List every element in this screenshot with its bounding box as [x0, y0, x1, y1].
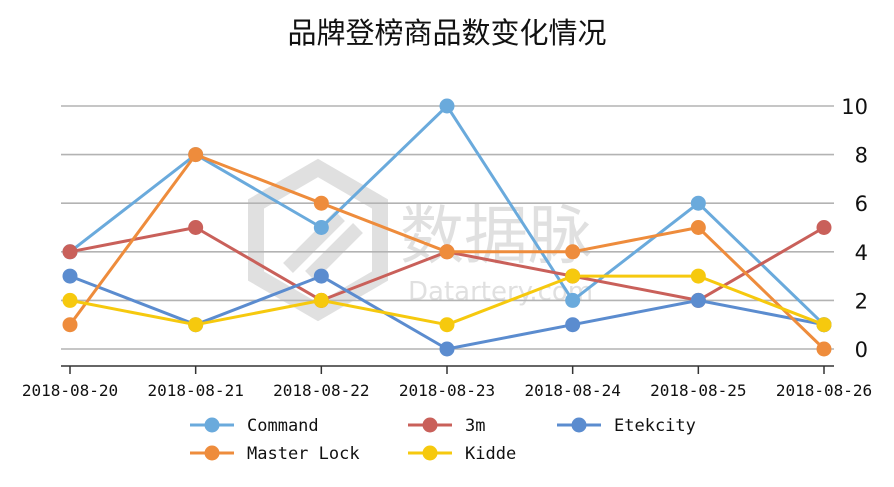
data-point[interactable]	[690, 220, 706, 235]
data-point[interactable]	[690, 268, 706, 284]
data-point[interactable]	[816, 317, 832, 333]
legend-swatch-marker	[571, 417, 587, 433]
data-point[interactable]	[690, 292, 706, 308]
legend-item[interactable]: Master Lock	[190, 444, 360, 464]
y-tick-label: 2	[855, 289, 868, 313]
legend-label: Kidde	[465, 444, 516, 464]
legend-label: Command	[247, 416, 319, 436]
data-point[interactable]	[565, 268, 581, 284]
x-tick-label: 2018-08-24	[525, 381, 621, 400]
x-tick-label: 2018-08-26	[776, 381, 872, 400]
y-axis: 0 2 4 6 8 10	[841, 95, 868, 362]
data-point[interactable]	[313, 268, 329, 284]
x-tick-label: 2018-08-20	[22, 381, 118, 400]
legend: Command 3m Etekcity Master Lock Kidde	[190, 416, 696, 464]
data-point[interactable]	[439, 341, 455, 357]
series-layer	[62, 98, 832, 357]
y-tick-label: 4	[855, 241, 868, 265]
data-point[interactable]	[816, 220, 832, 235]
data-point[interactable]	[62, 317, 78, 333]
legend-label: Etekcity	[614, 416, 696, 436]
data-point[interactable]	[188, 220, 204, 235]
data-point[interactable]	[313, 195, 329, 211]
legend-swatch-marker	[422, 445, 438, 461]
data-point[interactable]	[439, 317, 455, 333]
legend-item[interactable]: Command	[190, 416, 319, 436]
data-point[interactable]	[816, 341, 832, 357]
watermark-cn: 数据脉	[400, 200, 592, 274]
y-tick-label: 10	[841, 95, 868, 119]
legend-item[interactable]: 3m	[408, 416, 485, 436]
series-master-lock	[62, 147, 832, 357]
data-point[interactable]	[188, 147, 204, 163]
data-point[interactable]	[62, 292, 78, 308]
legend-swatch-marker	[204, 445, 220, 461]
data-point[interactable]	[439, 244, 455, 260]
data-point[interactable]	[439, 98, 455, 114]
legend-item[interactable]: Kidde	[408, 444, 516, 464]
legend-item[interactable]: Etekcity	[557, 416, 696, 436]
data-point[interactable]	[690, 195, 706, 211]
data-point[interactable]	[565, 292, 581, 308]
y-tick-label: 6	[855, 192, 868, 216]
y-tick-label: 0	[855, 338, 868, 362]
data-point[interactable]	[565, 317, 581, 333]
x-tick-label: 2018-08-23	[399, 381, 495, 400]
data-point[interactable]	[313, 292, 329, 308]
legend-label: Master Lock	[247, 444, 360, 464]
x-axis: 2018-08-20 2018-08-21 2018-08-22 2018-08-23…	[22, 365, 872, 400]
legend-swatch-marker	[422, 417, 438, 433]
data-point[interactable]	[565, 244, 581, 260]
chart-title: 品牌登榜商品数变化情况	[287, 16, 606, 50]
legend-swatch-marker	[204, 417, 220, 433]
x-tick-label: 2018-08-25	[650, 381, 746, 400]
data-point[interactable]	[62, 268, 78, 284]
series-kidde	[62, 268, 832, 333]
data-point[interactable]	[313, 220, 329, 235]
x-tick-label: 2018-08-22	[273, 381, 369, 400]
y-tick-label: 8	[855, 144, 868, 168]
x-tick-label: 2018-08-21	[148, 381, 244, 400]
legend-label: 3m	[465, 416, 485, 436]
data-point[interactable]	[62, 244, 78, 260]
data-point[interactable]	[188, 317, 204, 333]
